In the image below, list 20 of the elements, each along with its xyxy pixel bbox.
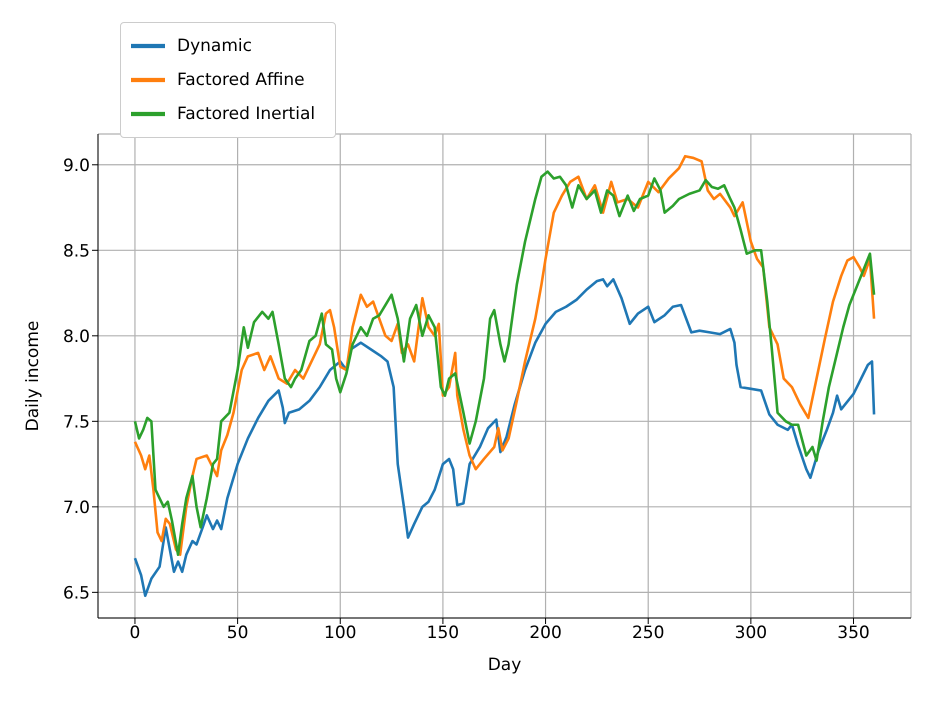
x-tick-label: 0 (130, 623, 140, 644)
y-tick-label: 6.5 (62, 583, 90, 604)
x-tick-label: 100 (324, 623, 356, 644)
x-axis-title: Day (488, 655, 522, 675)
legend-label: Dynamic (177, 36, 252, 56)
y-tick-label: 7.0 (62, 498, 90, 518)
legend-label: Factored Inertial (177, 104, 316, 124)
y-tick-label: 7.5 (62, 412, 90, 432)
y-tick-label: 8.5 (62, 241, 90, 262)
x-tick-label: 250 (632, 623, 664, 644)
x-tick-label: 300 (734, 623, 768, 644)
x-tick-label: 150 (426, 623, 460, 644)
y-axis-title: Daily income (23, 320, 44, 432)
y-tick-label: 8.0 (62, 326, 90, 347)
x-tick-label: 350 (837, 623, 870, 644)
legend-label: Factored Affine (177, 70, 305, 90)
x-tick-label: 200 (529, 623, 562, 644)
x-tick-label: 50 (226, 623, 248, 644)
y-tick-label: 9.0 (62, 156, 90, 176)
line-series (134, 278, 876, 598)
